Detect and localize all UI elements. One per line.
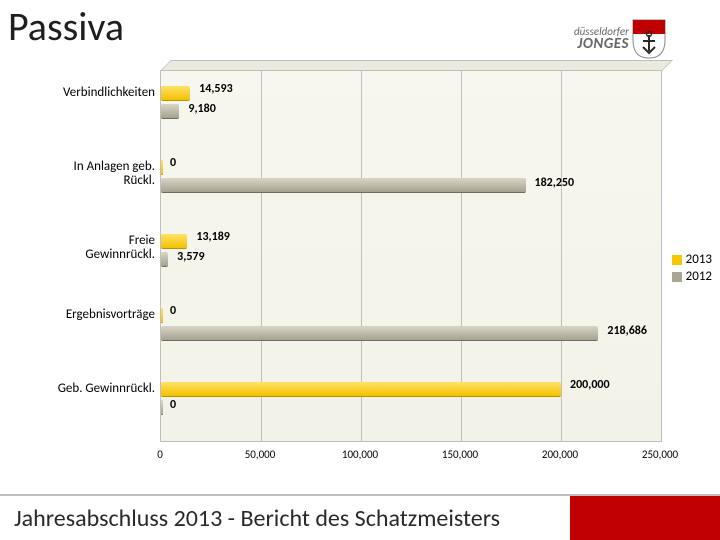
value-label-2012: 182,250 [535,176,575,190]
value-label-2013: 0 [170,156,176,170]
logo-line2: JONGES [574,37,629,52]
bar-2013 [161,382,561,396]
footer-text: Jahresabschluss 2013 - Bericht des Schat… [0,496,720,540]
category-label: Verbindlichkeiten [5,86,155,100]
bar-group: 0 218,686 [160,302,660,362]
legend-swatch-2013 [672,255,682,265]
bar-2012 [161,178,526,192]
bar-2012 [161,400,163,414]
bar-2013 [161,308,163,322]
slide: Passiva düsseldorfer JONGES 2013 2012 0 5… [0,0,720,540]
category-label: Geb. Gewinnrückl. [5,382,155,396]
category-label: In Anlagen geb.Rückl. [5,160,155,189]
x-axis-label: 50,000 [245,448,276,461]
legend-item-2012: 2012 [672,269,712,284]
x-axis-label: 250,000 [642,448,678,461]
value-label-2013: 200,000 [570,378,610,392]
value-label-2012: 218,686 [607,324,647,338]
bar-group: 14,593 9,180 [160,80,660,140]
passiva-chart: 2013 2012 0 50,000 100,000 150,000 200,000 25… [0,70,720,470]
bar-group: 0 182,250 [160,154,660,214]
x-axis-label: 200,000 [542,448,578,461]
x-axis-label: 0 [157,448,163,461]
gridline [661,71,662,441]
bar-2012 [161,252,168,266]
x-axis-label: 150,000 [442,448,478,461]
bar-2012 [161,104,179,118]
legend-item-2013: 2013 [672,252,712,267]
legend: 2013 2012 [672,250,712,286]
category-label: Ergebnisvorträge [5,308,155,322]
x-axis-label: 100,000 [342,448,378,461]
bar-2013 [161,234,187,248]
value-label-2012: 0 [170,398,176,412]
value-label-2012: 3,579 [177,250,204,264]
value-label-2013: 13,189 [196,230,230,244]
bar-group: 200,000 0 [160,376,660,436]
bar-group: 13,189 3,579 [160,228,660,288]
page-title: Passiva [8,2,124,51]
logo-text: düsseldorfer JONGES [574,26,629,52]
bar-2013 [161,86,190,100]
brand-logo: düsseldorfer JONGES [574,16,704,62]
shield-icon [632,19,666,59]
category-label: FreieGewinnrückl. [5,234,155,263]
bar-2012 [161,326,598,340]
value-label-2012: 9,180 [188,102,215,116]
value-label-2013: 14,593 [199,82,233,96]
value-label-2013: 0 [170,304,176,318]
legend-swatch-2012 [672,272,682,282]
bar-2013 [161,160,163,174]
